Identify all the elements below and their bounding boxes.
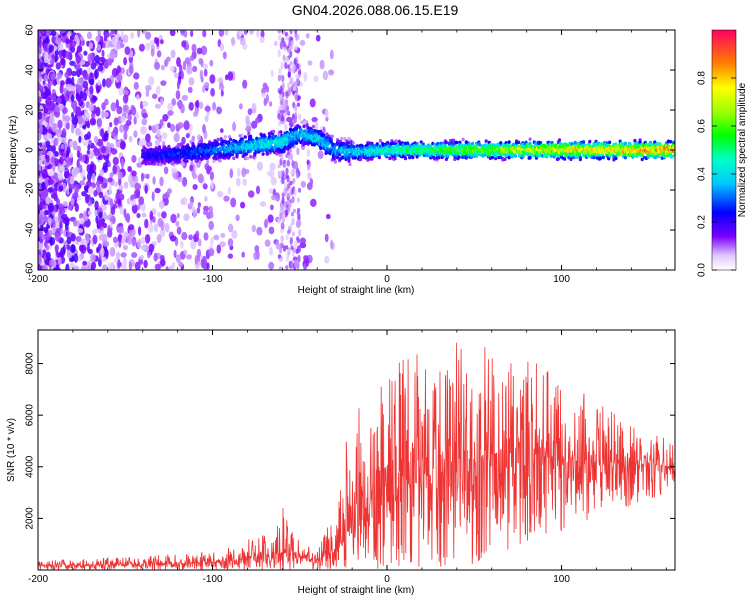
colorbar-tick-label: 0.2	[697, 215, 708, 229]
spectrogram-area	[38, 30, 675, 270]
snr-axes: -200 -100 0 100 2000 4000 6000 8000	[25, 330, 675, 585]
ytick-label: 40	[25, 64, 36, 76]
xtick-label: 100	[553, 574, 570, 585]
xtick-label: -100	[203, 274, 223, 285]
snr-xlabel: Height of straight line (km)	[298, 585, 415, 596]
xtick-label: 0	[384, 274, 390, 285]
snr-frame	[37, 329, 676, 571]
colorbar-tick-label: 0.8	[697, 71, 708, 85]
snr-ylabel: SNR (10 * v/v)	[6, 418, 17, 482]
xtick-label: -100	[203, 574, 223, 585]
snr-series-line	[38, 342, 675, 570]
snr-plot-area	[38, 342, 675, 570]
ytick-label: 0	[25, 147, 36, 153]
xtick-label: -200	[28, 574, 48, 585]
ytick-label: 60	[25, 24, 36, 36]
spectrogram-xlabel: Height of straight line (km)	[298, 285, 415, 296]
ytick-label: 20	[25, 104, 36, 116]
xtick-label: 0	[384, 574, 390, 585]
ytick-label: 8000	[25, 352, 36, 375]
xtick-label: -200	[28, 274, 48, 285]
ytick-label: 4000	[25, 455, 36, 478]
xtick-label: 100	[553, 274, 570, 285]
spectrogram-ylabel: Frequency (Hz)	[8, 116, 19, 185]
ytick-label: -60	[25, 262, 36, 277]
colorbar-tick-label: 0.4	[697, 167, 708, 181]
ytick-label: 6000	[25, 404, 36, 427]
ytick-label: -40	[25, 222, 36, 237]
colorbar-label: Normalized spectral amplitude	[737, 82, 748, 217]
colorbar-tick-label: 0.0	[697, 263, 708, 277]
colorbar	[711, 29, 737, 271]
ytick-label: -20	[25, 182, 36, 197]
colorbar-tick-label: 0.6	[697, 119, 708, 133]
page-title: GN04.2026.088.06.15.E19	[291, 2, 459, 18]
colorbar-axes: 0.0 0.2 0.4 0.6 0.8	[697, 71, 736, 277]
ytick-label: 2000	[25, 507, 36, 530]
